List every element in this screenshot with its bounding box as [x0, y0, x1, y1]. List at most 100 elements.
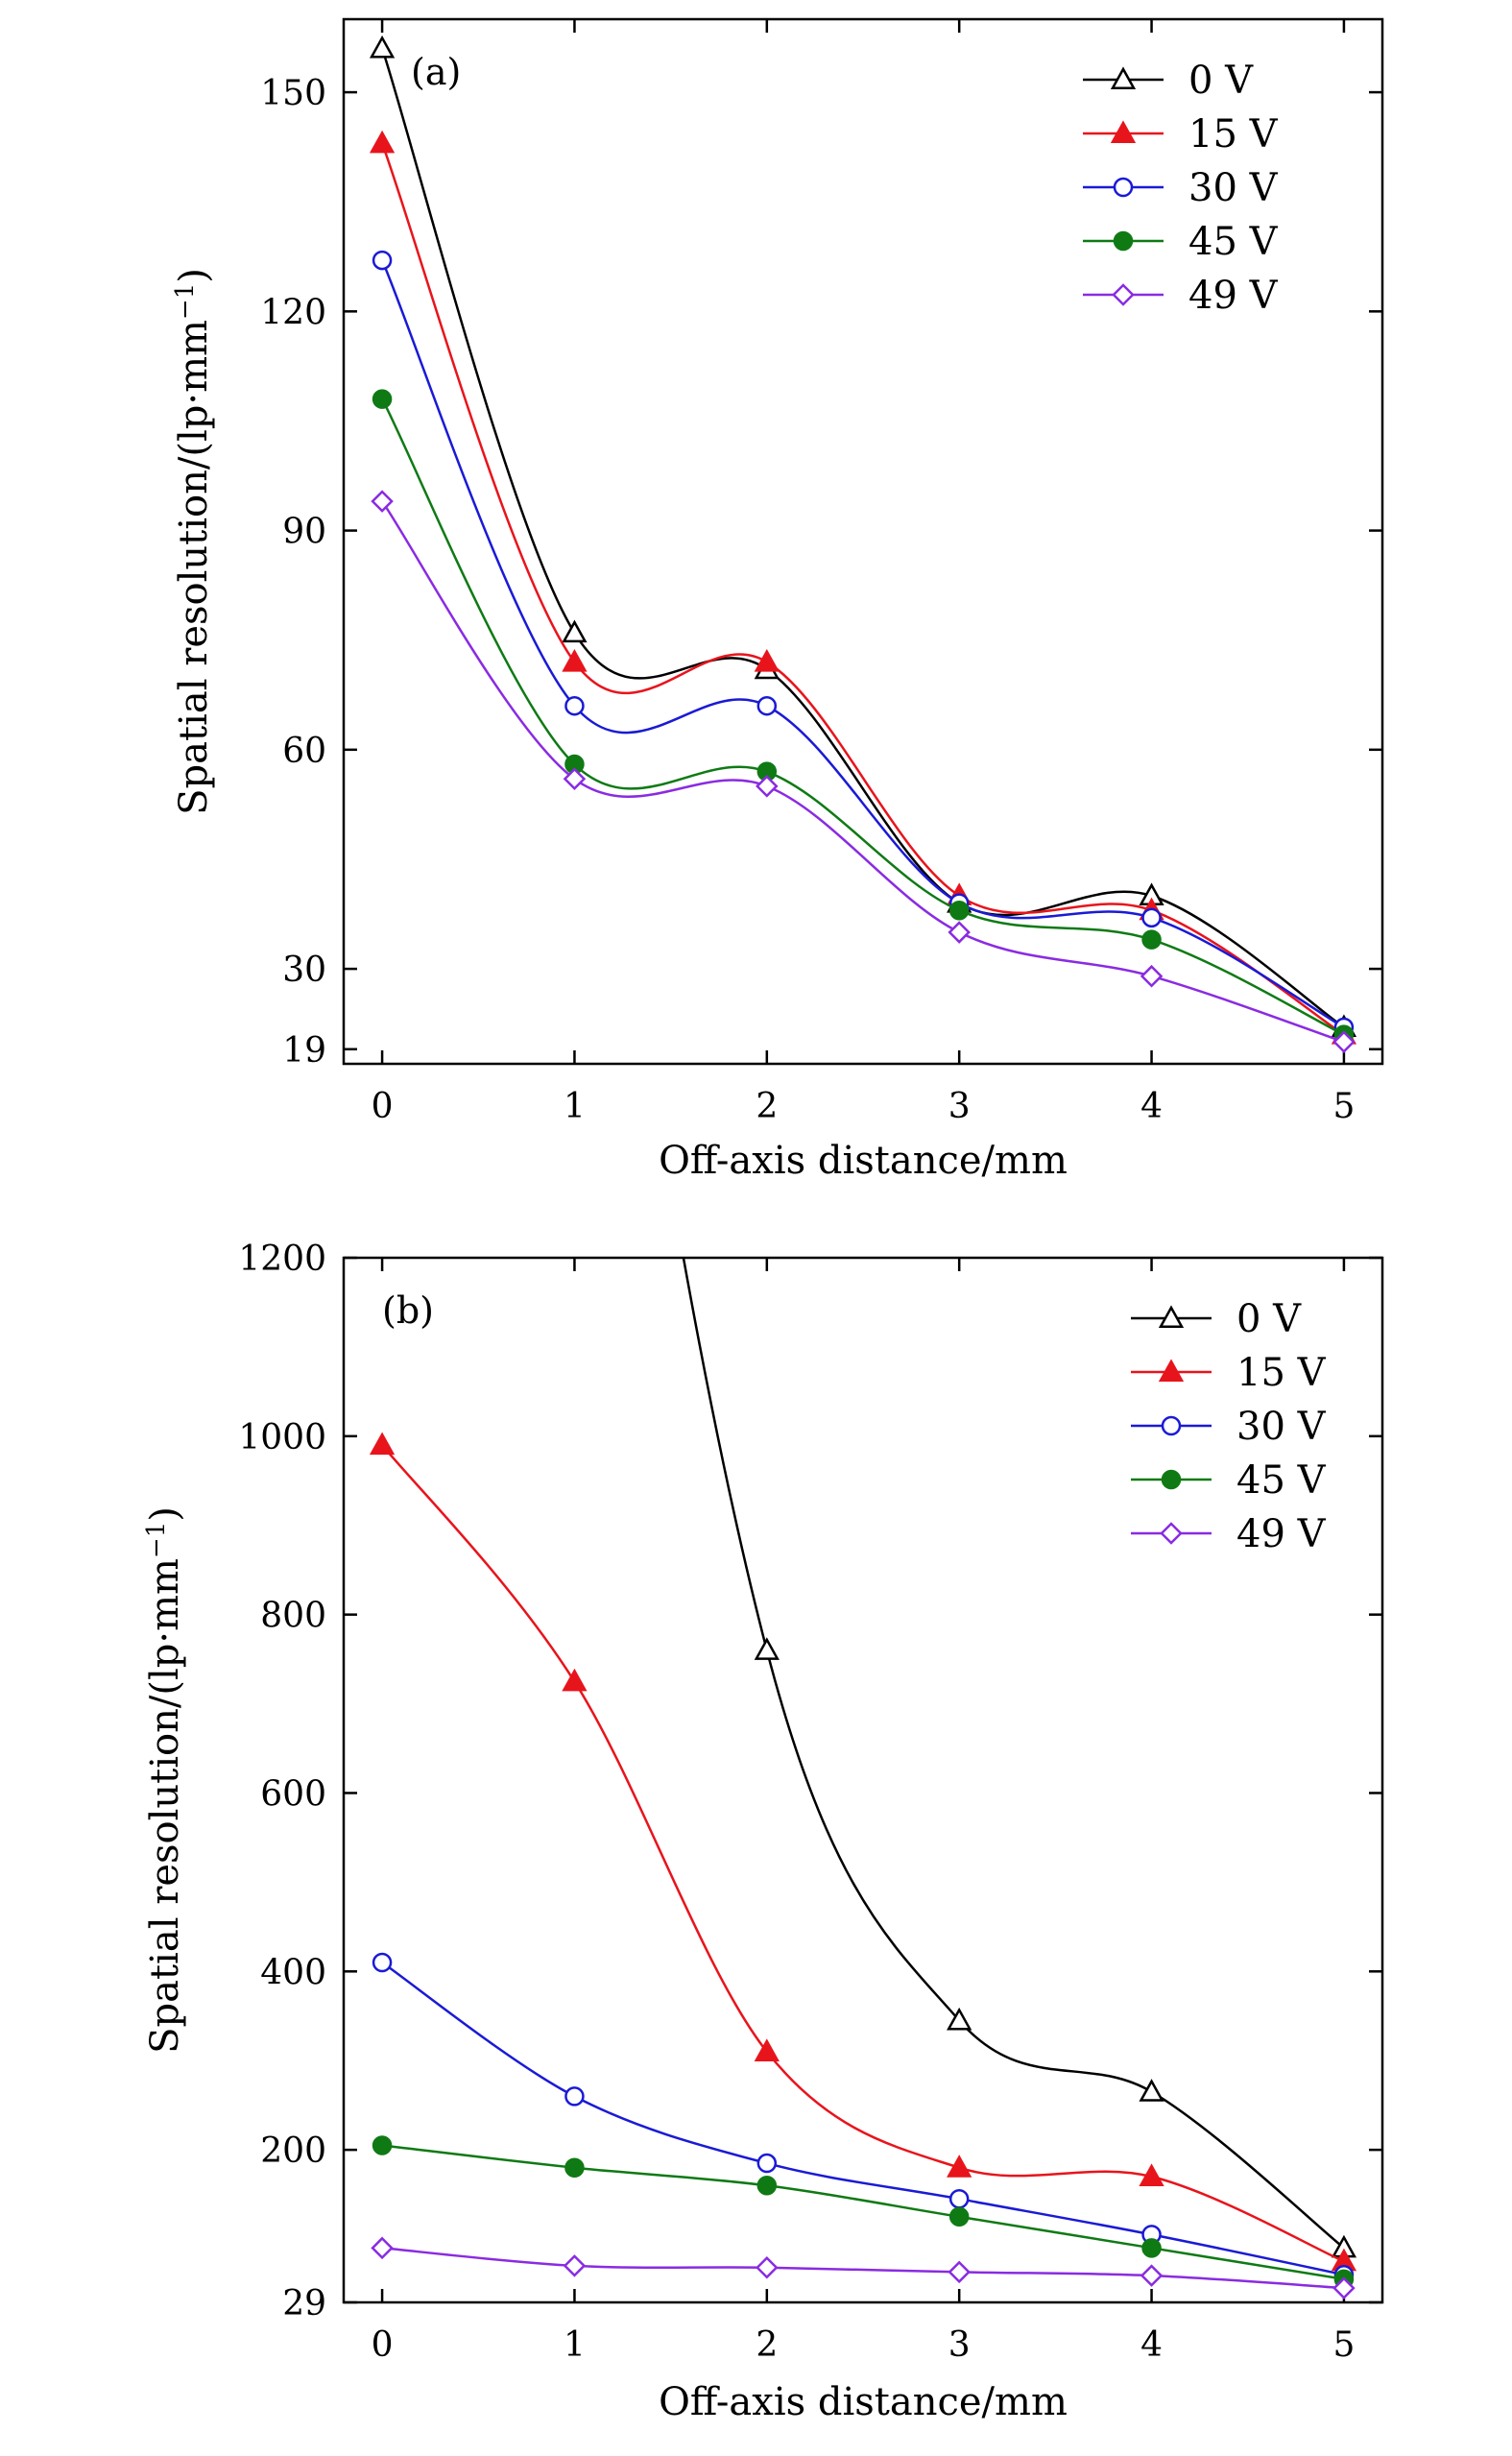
y-tick-label: 30 [282, 951, 326, 990]
data-point [948, 2206, 970, 2227]
chart-panel-b: 29 200 400 600 800 1000 1200 0 1 2 3 4 5 (b) 0 V 15 … [142, 1240, 1384, 2424]
series-line [381, 1961, 1345, 2276]
legend-label: 15 V [1236, 1351, 1327, 1395]
legend-item: 0 V [1083, 59, 1254, 103]
y-tick-label: 1000 [238, 1418, 326, 1457]
y-tick-label: 800 [260, 1597, 326, 1636]
data-point [756, 2255, 779, 2279]
data-point [372, 2135, 393, 2155]
series-line [381, 2144, 1345, 2281]
data-point [948, 921, 971, 944]
x-tick-label: 3 [948, 1087, 971, 1126]
y-axis-title-main: Spatial resolution/(lp·mm [172, 320, 216, 815]
y-tick-label: 1200 [238, 1240, 326, 1279]
series-45v [372, 389, 1355, 1045]
x-tick-label: 5 [1332, 2325, 1355, 2365]
series-layer [369, 1258, 1357, 2299]
data-point [948, 2188, 970, 2209]
legend-label: 45 V [1188, 220, 1279, 264]
legend-label: 0 V [1188, 59, 1254, 103]
legend-item: 30 V [1083, 166, 1279, 210]
data-point [948, 2260, 971, 2284]
y-axis-title: Spatial resolution/(lp·mm−1) [171, 268, 216, 815]
y-tick-label: 120 [260, 293, 326, 332]
legend-item: 15 V [1131, 1351, 1327, 1395]
data-point [756, 2153, 778, 2174]
x-tick-label: 2 [756, 1087, 778, 1126]
data-point [756, 695, 778, 716]
panel-label: (b) [382, 1289, 434, 1332]
x-tick-labels: 0 1 2 3 4 5 [372, 1087, 1356, 1126]
legend-marker [1110, 120, 1137, 144]
y-tick-labels: 19 30 60 90 120 150 [260, 74, 326, 1071]
data-point [369, 35, 396, 59]
x-tick-label: 3 [948, 2325, 971, 2365]
y-tick-label: 600 [260, 1774, 326, 1814]
y-tick-label: 60 [282, 732, 326, 771]
data-point [369, 1432, 396, 1456]
series-line [381, 500, 1345, 1044]
y-tick-label: 150 [260, 74, 326, 113]
data-point [947, 2155, 972, 2178]
data-point [1141, 2238, 1162, 2258]
legend-marker [1161, 1469, 1182, 1490]
legend-label: 45 V [1236, 1458, 1327, 1503]
data-point [756, 775, 779, 798]
y-tick-label: 90 [282, 513, 326, 552]
panel-label: (a) [411, 51, 461, 93]
x-axis-title: Off-axis distance/mm [659, 2380, 1068, 2424]
data-point [562, 619, 588, 643]
data-point [563, 767, 587, 791]
y-tick-label: 200 [260, 2131, 326, 2171]
legend-item: 45 V [1083, 220, 1279, 264]
plot-frame [342, 1256, 1384, 2304]
x-tick-label: 5 [1332, 1087, 1355, 1126]
legend-label: 30 V [1236, 1405, 1327, 1449]
legend-marker [1158, 1305, 1185, 1329]
legend-item: 0 V [1131, 1297, 1302, 1341]
data-point [562, 1668, 588, 1692]
series-0v [682, 1258, 1357, 2258]
series-15v [369, 1432, 1357, 2272]
x-tick-label: 4 [1140, 2325, 1163, 2365]
legend-marker [1112, 283, 1135, 306]
y-axis-title: Spatial resolution/(lp·mm−1) [142, 1506, 187, 2054]
data-point [372, 389, 393, 409]
series-49v [371, 2236, 1356, 2299]
data-point [562, 648, 588, 672]
x-tick-label: 0 [372, 2325, 394, 2365]
legend-marker [1113, 230, 1134, 252]
series-line [381, 2247, 1344, 2290]
y-axis-title-superscript: −1 [171, 283, 200, 320]
x-tick-labels: 0 1 2 3 4 5 [372, 2325, 1356, 2365]
data-point [754, 2038, 780, 2061]
y-axis-title-close: ) [172, 268, 216, 283]
legend-item: 49 V [1131, 1512, 1327, 1556]
x-tick-label: 0 [372, 1087, 394, 1126]
tick-marks [344, 1256, 1382, 2304]
legend-label: 30 V [1188, 166, 1279, 210]
x-tick-label: 1 [564, 2325, 586, 2365]
legend-marker [1161, 1415, 1182, 1436]
data-point [756, 2176, 778, 2196]
data-point [1141, 907, 1162, 928]
data-point [371, 490, 394, 513]
x-tick-label: 4 [1140, 1087, 1163, 1126]
series-49v [371, 490, 1356, 1053]
legend-label: 49 V [1188, 274, 1279, 318]
data-point [1332, 2276, 1356, 2299]
x-axis-title: Off-axis distance/mm [659, 1139, 1068, 1183]
chart-panel-a: 19 30 60 90 120 150 0 1 2 3 4 5 (a) 0 V 15 V 30 V 45 … [171, 17, 1384, 1183]
legend-label: 49 V [1236, 1512, 1327, 1556]
legend-item: 15 V [1083, 112, 1279, 157]
data-point [564, 2157, 585, 2178]
legend-marker [1160, 1522, 1183, 1545]
legend-marker [1113, 177, 1134, 198]
data-point [1139, 2079, 1164, 2102]
data-point [1140, 2264, 1164, 2287]
legend-label: 15 V [1188, 112, 1279, 157]
data-point [372, 1952, 393, 1973]
legend-item: 49 V [1083, 274, 1279, 318]
y-axis-title-superscript: −1 [142, 1522, 171, 1558]
